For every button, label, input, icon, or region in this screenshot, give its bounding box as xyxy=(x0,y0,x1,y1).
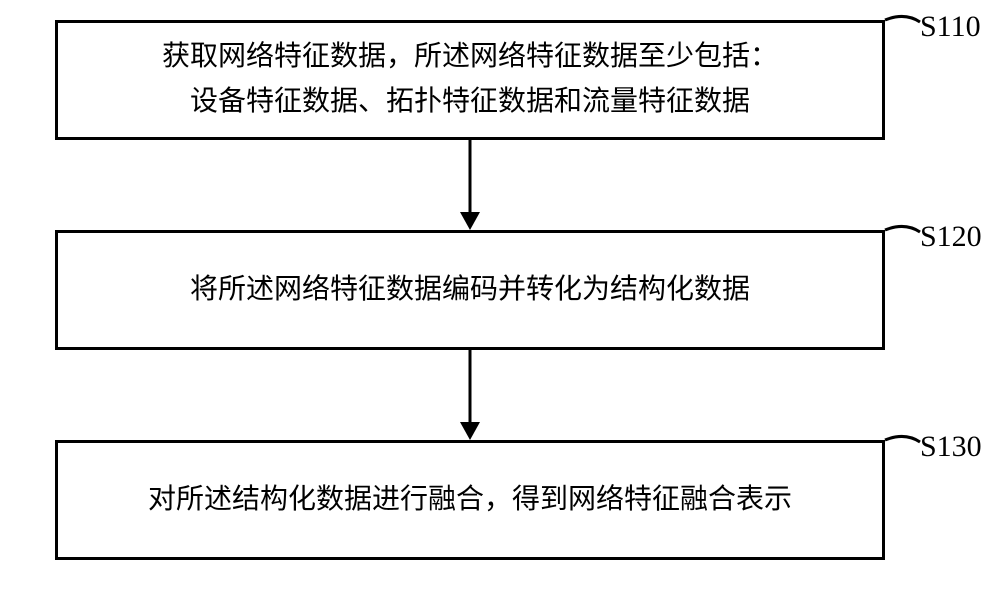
flowchart-canvas: 获取网络特征数据，所述网络特征数据至少包括： 设备特征数据、拓扑特征数据和流量特… xyxy=(0,0,1000,611)
step-box-s130: 对所述结构化数据进行融合，得到网络特征融合表示 xyxy=(55,440,885,560)
step-text-line: 设备特征数据、拓扑特征数据和流量特征数据 xyxy=(190,80,750,125)
step-label-s120: S120 xyxy=(920,220,982,254)
step-box-s110: 获取网络特征数据，所述网络特征数据至少包括： 设备特征数据、拓扑特征数据和流量特… xyxy=(55,20,885,140)
step-label-s110: S110 xyxy=(920,10,981,44)
step-text-line: 对所述结构化数据进行融合，得到网络特征融合表示 xyxy=(148,478,792,523)
step-label-s130: S130 xyxy=(920,430,982,464)
step-text-line: 将所述网络特征数据编码并转化为结构化数据 xyxy=(190,268,750,313)
step-box-s120: 将所述网络特征数据编码并转化为结构化数据 xyxy=(55,230,885,350)
step-text-line: 获取网络特征数据，所述网络特征数据至少包括： xyxy=(162,35,778,80)
